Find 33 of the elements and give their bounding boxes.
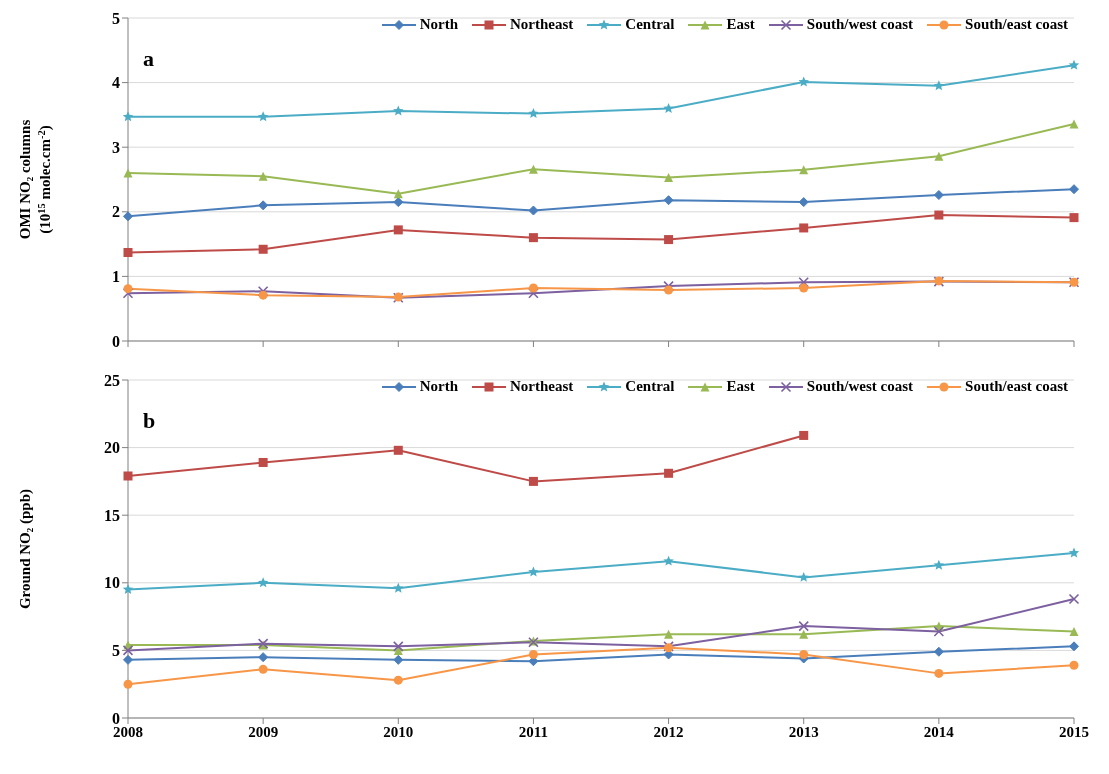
legend-label: Northeast [509,16,574,33]
y-tick-label: 5 [112,9,120,27]
legend-label: South/east coast [965,378,1068,395]
legend-label: North [419,16,458,33]
legend-label: Central [625,16,675,33]
y-tick-label: 10 [104,574,120,592]
legend-label: North [419,378,458,395]
x-tick-label: 2015 [1059,723,1089,740]
legend-label: South/west coast [806,378,914,395]
legend-label: East [726,378,755,395]
legend-label: Northeast [509,378,574,395]
legend-label: South/east coast [965,16,1068,33]
y-tick-label: 1 [112,268,120,286]
y-tick-label: 15 [104,506,120,524]
y-tick-label: 20 [104,439,120,457]
x-tick-label: 2010 [383,723,414,740]
legend-label: East [726,16,755,33]
annotation: a [143,46,154,72]
legend-label: South/west coast [806,16,914,33]
y-tick-label: 2 [112,203,120,221]
annotation: b [143,408,156,434]
x-tick-label: 2011 [518,723,549,740]
x-tick-label: 2012 [653,723,684,740]
y-tick-label: 5 [112,642,120,660]
y-tick-label: 25 [104,371,120,389]
y-axis-title: Ground NO₂ (ppb) [17,488,34,610]
x-tick-label: 2014 [923,723,955,740]
y-tick-label: 3 [112,138,120,156]
legend-label: Central [625,378,675,395]
x-tick-label: 2009 [248,723,279,740]
y-tick-label: 0 [112,332,120,350]
x-tick-label: 2013 [788,723,819,740]
y-tick-label: 4 [112,74,120,92]
